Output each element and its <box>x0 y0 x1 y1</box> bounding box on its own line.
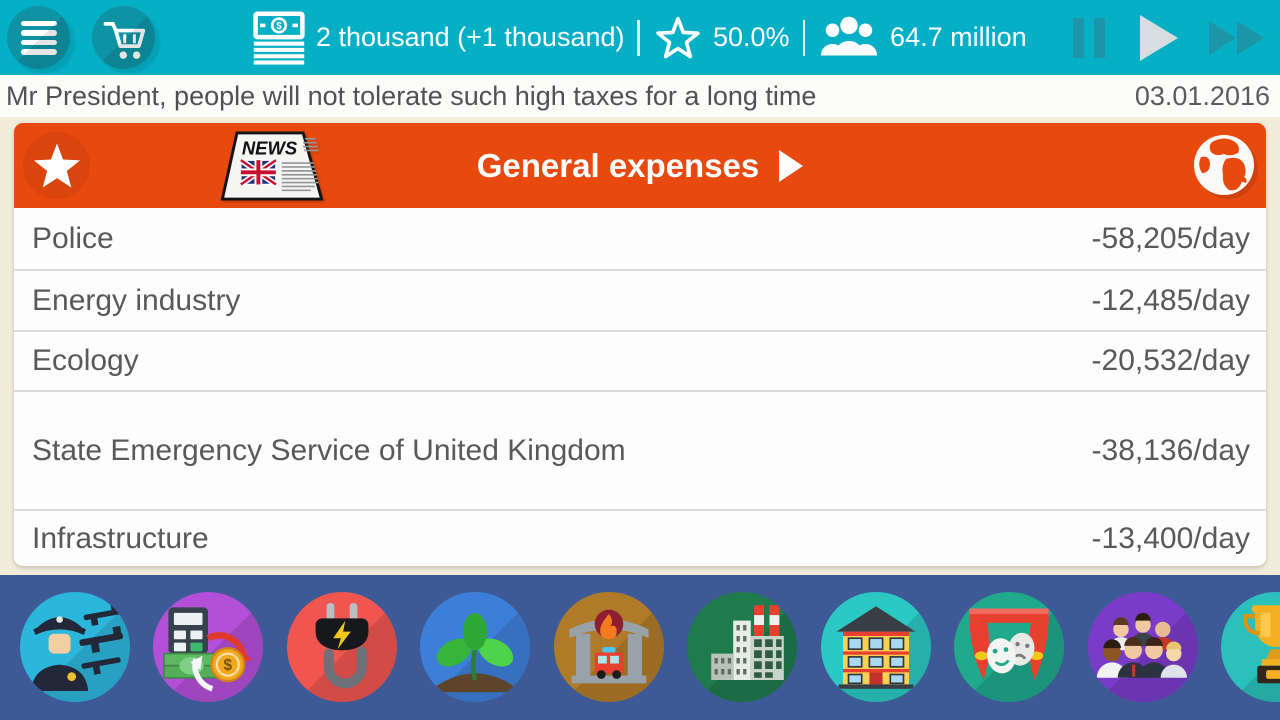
expense-row[interactable]: Police -58,205/day <box>14 208 1266 271</box>
play-button[interactable] <box>1136 13 1180 63</box>
expense-row[interactable]: Infrastructure -13,400/day <box>14 511 1266 566</box>
expense-label: Infrastructure <box>32 521 209 555</box>
play-icon <box>1140 14 1178 61</box>
nav-police-button[interactable] <box>20 592 130 702</box>
menu-button[interactable] <box>7 6 70 69</box>
svg-text:$: $ <box>224 657 233 674</box>
panel-header: NEWS <box>14 123 1266 208</box>
star-icon <box>33 143 80 188</box>
fast-forward-icon <box>1209 20 1264 55</box>
favorites-button[interactable] <box>23 132 90 199</box>
nav-industry-button[interactable] <box>687 592 797 702</box>
pause-icon <box>1073 17 1105 58</box>
newspaper-icon: NEWS <box>220 131 324 201</box>
svg-text:NEWS: NEWS <box>242 137 298 158</box>
expense-list: Police -58,205/day Energy industry -12,4… <box>14 208 1266 566</box>
news-button[interactable]: NEWS <box>216 130 328 202</box>
stats-group: $ 2 thousand (+1 thousand) 50.0% 64.7 mi… <box>252 0 1027 75</box>
rating-star-icon <box>656 16 700 58</box>
top-stats-bar: $ 2 thousand (+1 thousand) 50.0% 64.7 mi… <box>0 0 1280 75</box>
rating-value: 50.0% <box>712 22 790 52</box>
divider <box>802 19 806 56</box>
expense-row[interactable]: Ecology -20,532/day <box>14 332 1266 392</box>
nav-achievements-button[interactable] <box>1221 592 1280 702</box>
nav-economy-button[interactable]: $ <box>153 592 263 702</box>
expense-label: Energy industry <box>32 283 241 317</box>
cart-icon <box>103 21 145 59</box>
uk-flag <box>239 157 278 187</box>
nav-population-button[interactable] <box>1088 592 1198 702</box>
next-page-arrow-icon <box>779 149 804 182</box>
population-value: 64.7 million <box>890 22 1027 52</box>
divider <box>637 19 640 56</box>
economy-icon: $ <box>163 607 252 692</box>
game-date: 03.01.2016 <box>1134 80 1270 111</box>
nav-energy-button[interactable] <box>287 592 397 702</box>
shop-button[interactable] <box>92 6 155 69</box>
svg-text:$: $ <box>276 20 282 31</box>
expense-label: State Emergency Service of United Kingdo… <box>32 433 626 467</box>
expense-row[interactable]: State Emergency Service of United Kingdo… <box>14 392 1266 511</box>
population-icon <box>820 16 878 55</box>
expense-row[interactable]: Energy industry -12,485/day <box>14 271 1266 332</box>
theater-masks-icon <box>969 608 1049 680</box>
pause-button[interactable] <box>1070 15 1108 61</box>
fire-station-icon <box>569 609 649 684</box>
world-button[interactable] <box>1190 131 1258 199</box>
expense-value: -12,485/day <box>1091 283 1250 317</box>
ecology-icon <box>435 612 515 693</box>
expense-value: -38,136/day <box>1091 433 1250 467</box>
fast-forward-button[interactable] <box>1208 19 1266 57</box>
advisor-message: Mr President, people will not tolerate s… <box>6 80 817 111</box>
bottom-nav-bar: $ <box>0 575 1280 720</box>
energy-icon <box>315 603 369 689</box>
expense-value: -13,400/day <box>1091 521 1250 555</box>
advisor-message-bar: Mr President, people will not tolerate s… <box>0 75 1280 117</box>
nav-ecology-button[interactable] <box>420 592 530 702</box>
panel-title: General expenses <box>476 146 760 184</box>
nav-fire-service-button[interactable] <box>554 592 664 702</box>
police-icon <box>31 603 124 691</box>
money-value: 2 thousand (+1 thousand) <box>316 22 625 52</box>
expenses-panel: NEWS <box>14 123 1266 566</box>
factory-icon <box>711 605 784 680</box>
trophy-icon <box>1242 605 1280 684</box>
nav-culture-button[interactable] <box>954 592 1064 702</box>
hamburger-icon <box>20 20 57 55</box>
house-icon <box>836 606 916 689</box>
nav-housing-button[interactable] <box>821 592 931 702</box>
expense-value: -20,532/day <box>1091 344 1250 377</box>
money-icon: $ <box>253 10 305 65</box>
speed-controls <box>1070 0 1266 75</box>
panel-title-pager[interactable]: General expenses <box>14 123 1266 208</box>
expense-value: -58,205/day <box>1091 221 1250 255</box>
expense-label: Ecology <box>32 344 139 377</box>
expense-label: Police <box>32 221 114 255</box>
globe-icon <box>1194 135 1254 195</box>
crowd-icon <box>1096 612 1187 678</box>
